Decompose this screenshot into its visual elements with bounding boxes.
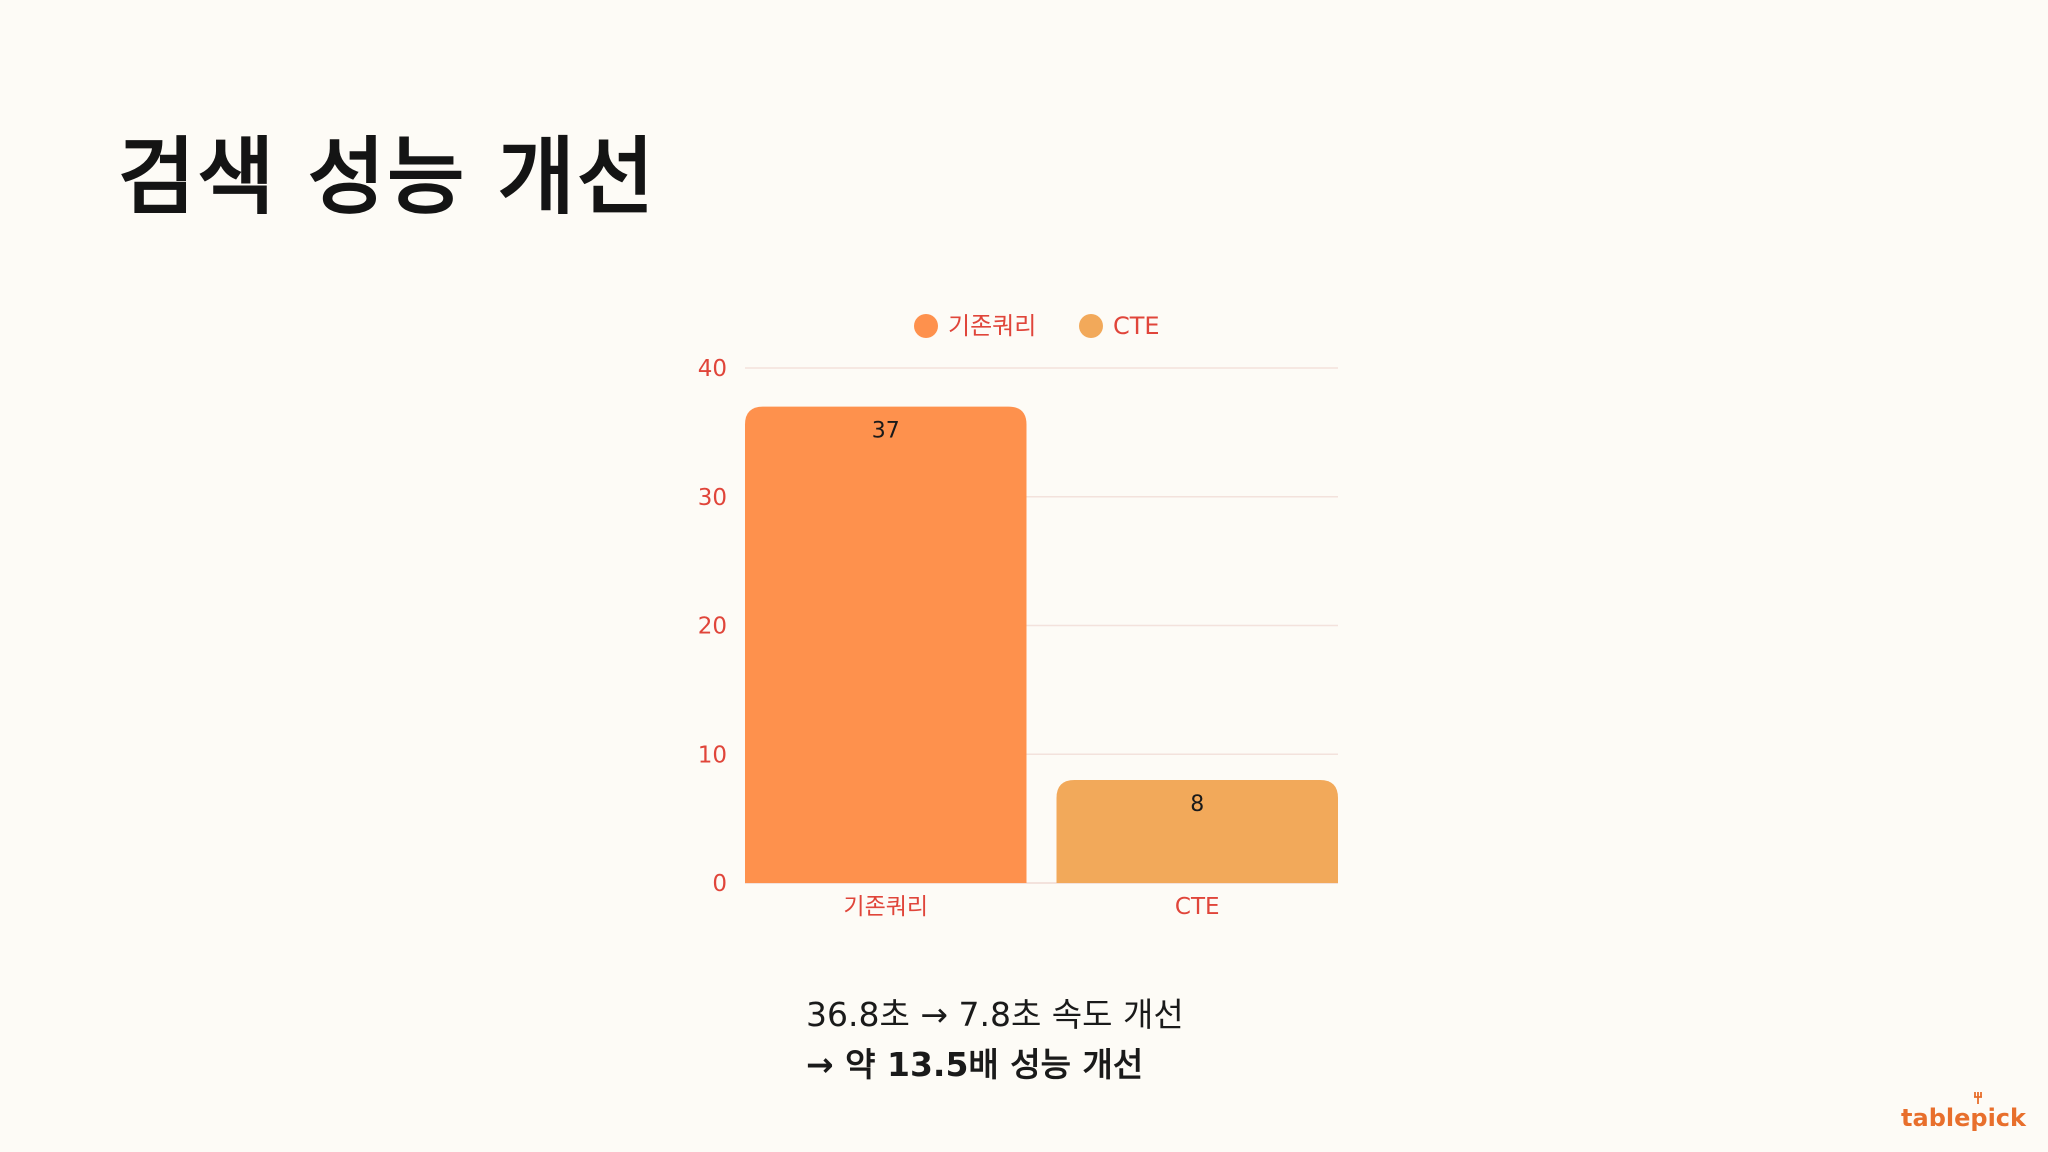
legend-marker: [914, 314, 938, 338]
y-axis: 0 10 20 30 40: [698, 356, 727, 897]
y-tick-label: 30: [698, 485, 727, 511]
x-tick-label: CTE: [1175, 894, 1220, 920]
caption-speed: 36.8초 → 7.8초 속도 개선: [806, 995, 1184, 1034]
y-tick-label: 40: [698, 356, 727, 382]
legend-label: CTE: [1113, 312, 1160, 340]
legend: 기존쿼리 CTE: [914, 312, 1160, 340]
brand-text: tablepick: [1901, 1104, 2026, 1132]
slide-title: 검색 성능 개선: [118, 128, 657, 226]
bars: [745, 406, 1338, 883]
brand-logo: tablepick: [1901, 1092, 2026, 1132]
y-tick-label: 10: [698, 742, 727, 768]
data-label: 37: [872, 419, 900, 444]
data-labels: 37 8: [872, 419, 1205, 817]
caption: 36.8초 → 7.8초 속도 개선 → 약 13.5배 성능 개선: [806, 990, 1184, 1090]
x-tick-label: 기존쿼리: [843, 894, 928, 920]
x-axis: 기존쿼리 CTE: [843, 894, 1219, 920]
bar-cte: [1056, 780, 1338, 883]
legend-label: 기존쿼리: [948, 312, 1036, 340]
y-tick-label: 0: [712, 871, 727, 897]
caption-improvement: → 약 13.5배 성능 개선: [806, 1045, 1144, 1084]
bar-baseline-query: [745, 406, 1027, 883]
fork-icon: [1974, 1092, 1983, 1104]
legend-marker: [1079, 314, 1103, 338]
data-label: 8: [1190, 792, 1204, 817]
y-tick-label: 20: [698, 614, 727, 640]
